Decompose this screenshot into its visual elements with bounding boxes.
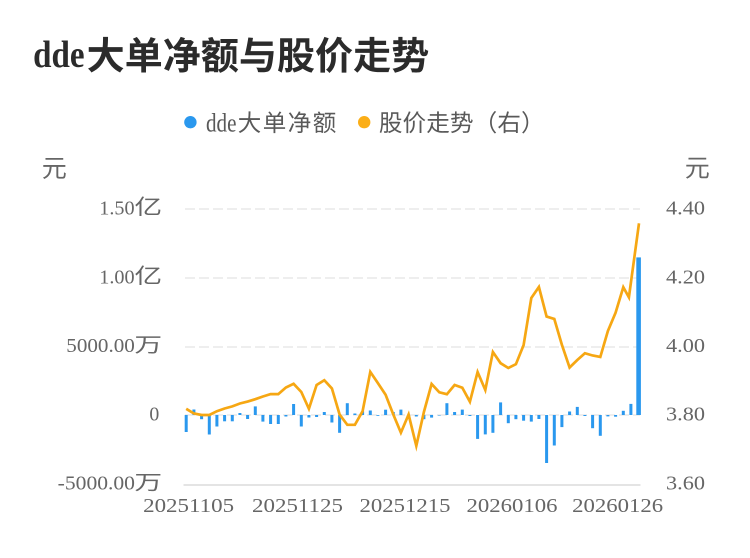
svg-text:3.80: 3.80 bbox=[666, 403, 705, 425]
svg-text:4.40: 4.40 bbox=[666, 197, 705, 219]
svg-text:20251215: 20251215 bbox=[360, 495, 451, 517]
svg-text:-5000.00: -5000.00 bbox=[58, 473, 135, 495]
svg-text:1.50: 1.50 bbox=[99, 197, 134, 219]
svg-text:3.60: 3.60 bbox=[666, 473, 705, 495]
svg-text:1.00: 1.00 bbox=[99, 266, 134, 288]
svg-text:dde: dde bbox=[206, 109, 237, 138]
svg-text:5000.00: 5000.00 bbox=[66, 335, 135, 357]
svg-text:0: 0 bbox=[149, 403, 159, 425]
svg-text:20260126: 20260126 bbox=[572, 495, 663, 517]
svg-text:4.20: 4.20 bbox=[666, 266, 705, 288]
svg-text:4.00: 4.00 bbox=[666, 335, 705, 357]
svg-text:20260106: 20260106 bbox=[467, 495, 558, 517]
svg-text:20251125: 20251125 bbox=[252, 495, 343, 517]
svg-text:20251105: 20251105 bbox=[143, 495, 234, 517]
svg-text:dde: dde bbox=[33, 35, 84, 76]
